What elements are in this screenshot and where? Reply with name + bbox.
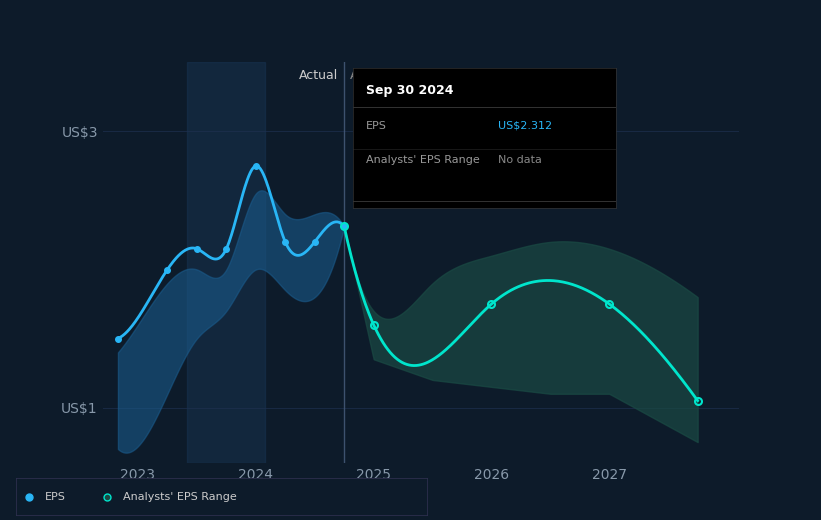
Text: Actual: Actual <box>299 69 338 82</box>
Text: Sep 30 2024: Sep 30 2024 <box>366 84 454 97</box>
Text: EPS: EPS <box>366 121 387 131</box>
Text: Analysts' EPS Range: Analysts' EPS Range <box>123 491 237 502</box>
Text: US$2.312: US$2.312 <box>498 121 552 131</box>
Text: Analysts Forecasts: Analysts Forecasts <box>350 69 466 82</box>
Text: No data: No data <box>498 154 541 165</box>
Bar <box>187 62 265 463</box>
Text: Analysts' EPS Range: Analysts' EPS Range <box>366 154 480 165</box>
Text: EPS: EPS <box>45 491 66 502</box>
